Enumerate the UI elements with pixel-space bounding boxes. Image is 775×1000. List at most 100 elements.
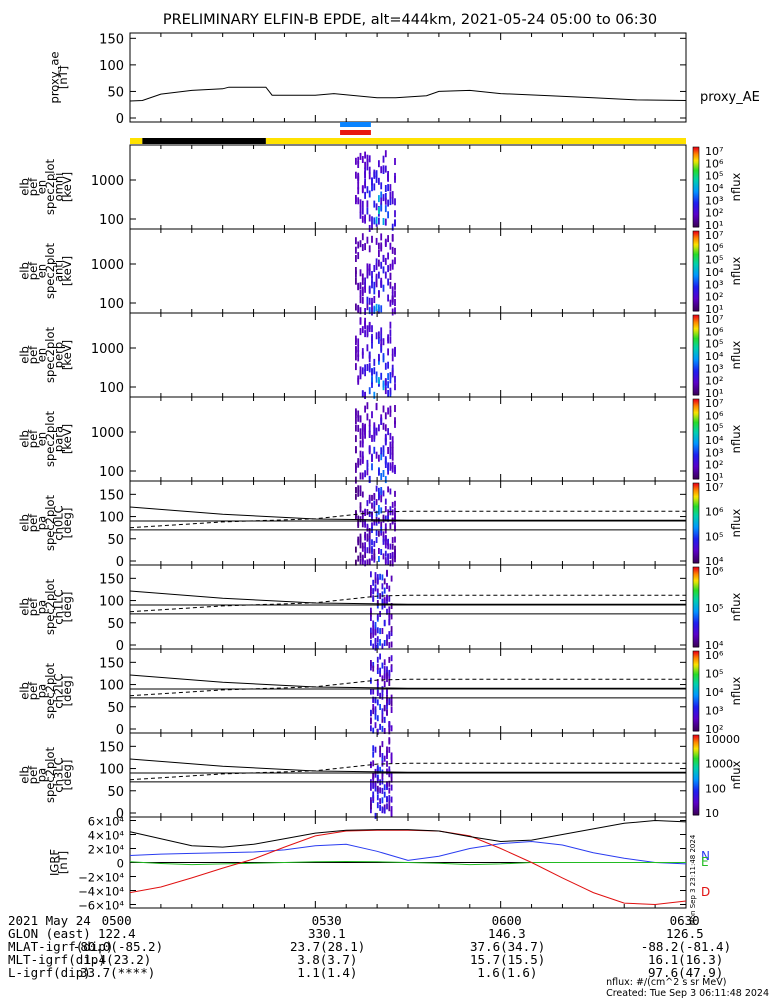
spectro-pixel: [394, 464, 396, 472]
ylabel-line: en: [35, 432, 49, 446]
spectro-pixel: [386, 698, 388, 705]
spectro-pixel: [357, 241, 360, 249]
spectro-pixel: [379, 692, 381, 699]
spectro-pixel: [371, 368, 373, 376]
spectro-pixel: [355, 267, 357, 274]
spectro-pixel: [374, 629, 377, 636]
colorbar-cell: [693, 301, 699, 304]
ylabel-line: spec2plot: [43, 662, 57, 719]
spectro-pixel: [378, 304, 380, 312]
spectro-pixel: [389, 506, 392, 513]
colorbar-cell: [693, 179, 699, 182]
spectro-pixel: [368, 528, 371, 534]
spectro-pixel: [359, 415, 362, 423]
colorbar-tick-label: 10000: [705, 733, 740, 746]
spectro-pixel: [371, 297, 373, 305]
colorbar-cell: [693, 589, 699, 592]
spectro-pixel: [355, 559, 357, 566]
spectro-pixel: [387, 235, 389, 243]
colorbar-cell: [693, 811, 699, 814]
colorbar-cell: [693, 467, 699, 470]
colorbar-cell: [693, 493, 699, 496]
spectro-pixel: [364, 282, 366, 290]
spectro-pixel: [382, 531, 385, 538]
spectro-pixel: [372, 631, 375, 638]
spectro-pixel: [357, 338, 360, 346]
colorbar-tick-label: 10⁵: [705, 668, 723, 681]
colorbar-cell: [693, 541, 699, 544]
spectro-pixel: [372, 760, 375, 767]
spectro-pixel: [361, 207, 364, 215]
colorbar-cell: [693, 657, 699, 660]
spectro-pixel: [357, 252, 360, 260]
spectro-pixel: [359, 502, 362, 509]
ylabel-line: spec2plot: [43, 746, 57, 803]
spectro-pixel: [380, 166, 383, 174]
colorbar-cell: [693, 375, 699, 378]
spectro-pixel: [384, 197, 387, 205]
spectro-pixel: [382, 165, 385, 173]
spectro-pixel: [372, 727, 375, 734]
colorbar-cell: [693, 659, 699, 662]
spectro-pixel: [364, 510, 366, 516]
ylabel-line: elb: [18, 766, 32, 784]
colorbar-cell: [693, 265, 699, 268]
ylabel-line: omni: [52, 173, 66, 202]
ytick-label: 100: [99, 297, 124, 312]
spectro-pixel: [359, 282, 362, 290]
colorbar-cell: [693, 465, 699, 468]
colorbar-cell: [693, 641, 699, 644]
spectro-pixel: [359, 317, 362, 325]
colorbar-cell: [693, 299, 699, 302]
spectro-pixel: [361, 516, 364, 523]
colorbar-cell: [693, 407, 699, 410]
colorbar-cell: [693, 593, 699, 596]
colorbar-cell: [693, 781, 699, 784]
spectro-pixel: [390, 776, 393, 783]
ylabel-line: spec2plot: [43, 158, 57, 215]
colorbar-cell: [693, 459, 699, 462]
colorbar-cell: [693, 633, 699, 636]
spectro-pixel: [388, 805, 391, 812]
spectro-pixel: [382, 445, 385, 453]
spectro-pixel: [357, 555, 360, 562]
colorbar-cell: [693, 629, 699, 632]
spectro-pixel: [370, 807, 372, 814]
colorbar-cell: [693, 309, 699, 312]
colorbar-cell: [693, 679, 699, 682]
colorbar-cell: [693, 489, 699, 492]
panel-frame: [129, 732, 687, 818]
spectro-pixel: [361, 436, 364, 444]
colorbar-cell: [693, 775, 699, 778]
spectro-pixel: [389, 432, 392, 440]
spectro-pixel: [391, 441, 394, 448]
ylabel-line: pef: [26, 765, 40, 784]
spectro-pixel: [388, 595, 391, 602]
spectro-pixel: [364, 392, 366, 399]
colorbar-cell: [693, 777, 699, 780]
colorbar-tick-label: 10²: [705, 207, 723, 220]
colorbar-cell: [693, 605, 699, 608]
colorbar-cell: [693, 409, 699, 412]
colorbar-cell: [693, 779, 699, 782]
spectro-pixel: [383, 807, 386, 814]
spectro-pixel: [386, 781, 388, 788]
colorbar-cell: [693, 167, 699, 170]
spectro-pixel: [371, 325, 373, 333]
spectro-pixel: [384, 523, 387, 530]
spectro-pixel: [389, 242, 392, 250]
ylabel-line: elb: [18, 682, 32, 700]
colorbar-cell: [693, 333, 699, 336]
spectro-pixel: [388, 611, 391, 618]
colorbar-tick-label: 10²: [705, 723, 723, 736]
spectro-pixel: [394, 247, 396, 255]
colorbar-cell: [693, 699, 699, 702]
spectro-pixel: [381, 708, 384, 715]
spectro-pixel: [387, 211, 389, 219]
ylabel-line: ch2LC: [52, 673, 66, 708]
spectro-pixel: [361, 351, 364, 359]
spectro-pixel: [357, 458, 360, 466]
spectro-pixel: [391, 197, 394, 205]
colorbar-cell: [693, 411, 699, 414]
spectro-pixel: [391, 223, 394, 231]
